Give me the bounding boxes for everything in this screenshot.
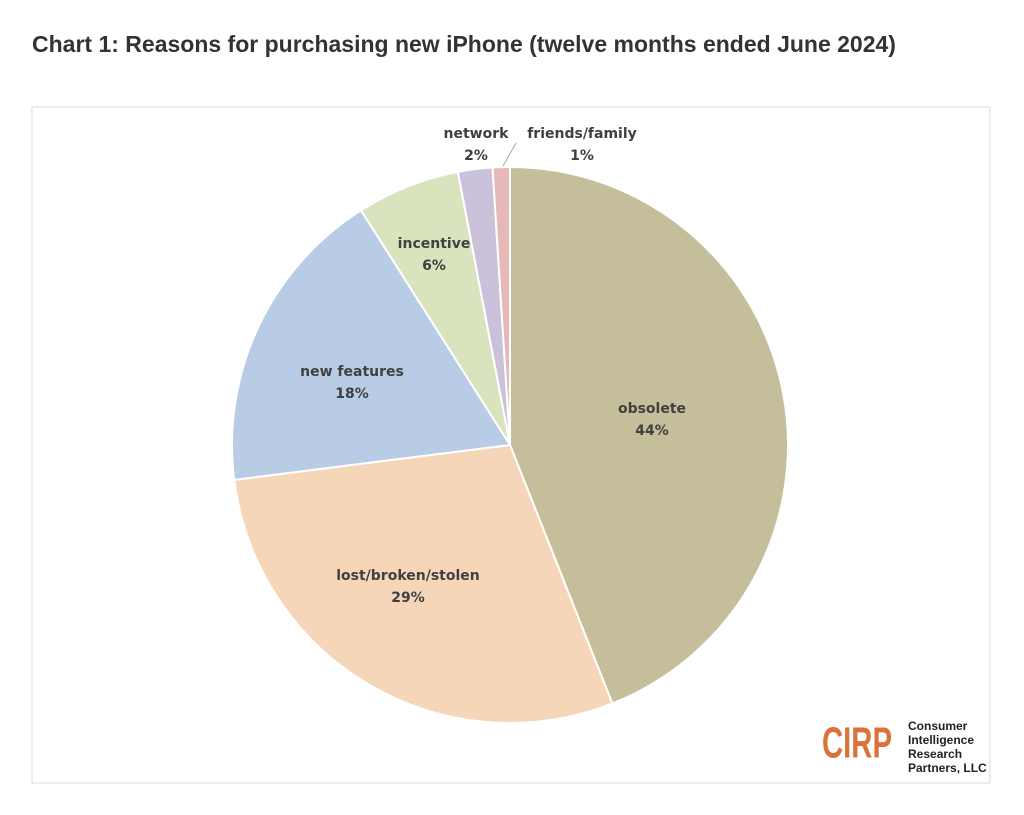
logo-text: Partners, LLC bbox=[908, 761, 987, 775]
pie-slice bbox=[509, 165, 789, 705]
slice-value: 29% bbox=[391, 590, 425, 606]
slice-label: new features bbox=[300, 364, 404, 380]
slice-value: 2% bbox=[464, 148, 488, 164]
slice-label: network bbox=[444, 126, 510, 142]
leader-line bbox=[502, 142, 517, 167]
slice-label: friends/family bbox=[527, 126, 637, 142]
slice-label: lost/broken/stolen bbox=[336, 568, 480, 584]
chart-title: Chart 1: Reasons for purchasing new iPho… bbox=[32, 31, 896, 57]
pie-slice bbox=[233, 443, 614, 724]
slice-value: 44% bbox=[635, 423, 669, 439]
slice-label: obsolete bbox=[618, 401, 686, 417]
logo-text: Research bbox=[908, 747, 962, 761]
slice-label: incentive bbox=[398, 236, 471, 252]
pie-slice bbox=[231, 208, 512, 481]
logo-text: Consumer bbox=[908, 719, 968, 733]
logo-text: Intelligence bbox=[908, 733, 974, 747]
slice-value: 18% bbox=[335, 386, 369, 402]
slice-value: 1% bbox=[570, 148, 594, 164]
slice-value: 6% bbox=[422, 258, 446, 274]
logo-mark: CIRP bbox=[822, 719, 892, 768]
pie-slice bbox=[491, 165, 511, 446]
